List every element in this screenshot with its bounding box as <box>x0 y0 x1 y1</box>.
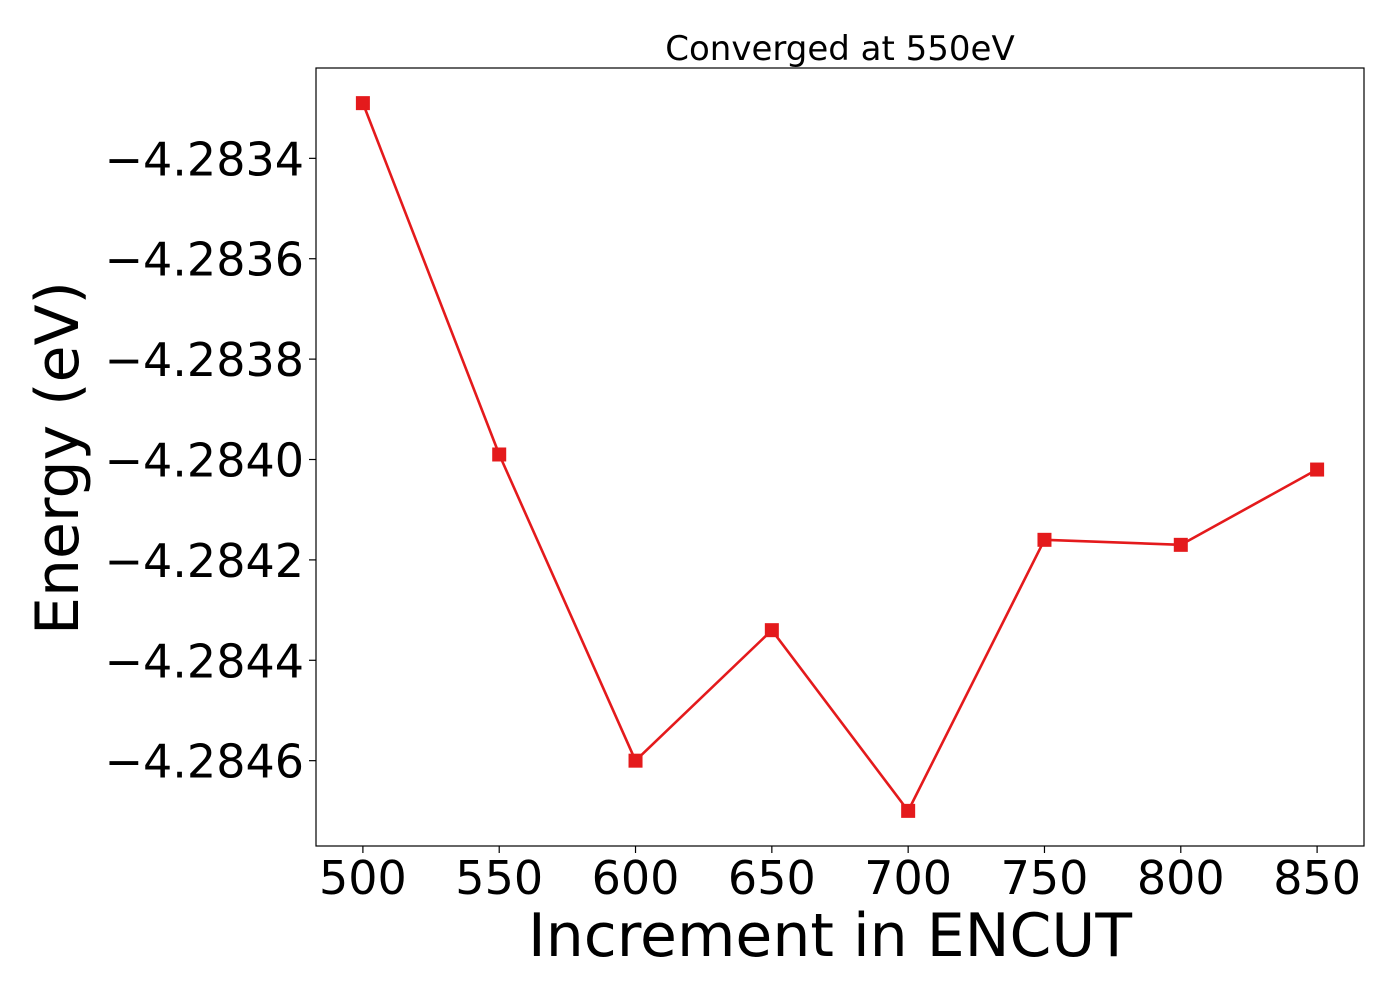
y-tick-label: −4.2846 <box>105 735 305 789</box>
data-point-marker <box>1310 462 1325 477</box>
y-tick-label: −4.2844 <box>105 634 305 688</box>
data-point-marker <box>492 447 507 462</box>
data-point-marker <box>1037 532 1052 547</box>
data-point-marker <box>764 623 779 638</box>
series-layer <box>355 96 1325 818</box>
x-tick-label: 800 <box>1137 851 1225 905</box>
y-axis: −4.2846 −4.2844 −4.2842 −4.2840 −4.2838 −4.28… <box>105 132 316 789</box>
y-tick-label: −4.2840 <box>105 434 305 488</box>
x-tick-label: 750 <box>1001 851 1089 905</box>
data-point-marker <box>628 753 643 768</box>
x-tick-label: 500 <box>319 851 407 905</box>
x-axis-label: Increment in ENCUT <box>528 901 1132 971</box>
data-point-marker <box>1173 537 1188 552</box>
series-line <box>361 102 1318 813</box>
y-tick-label: −4.2838 <box>105 333 305 387</box>
plot-frame <box>315 67 1365 847</box>
y-tick-label: −4.2836 <box>105 233 305 287</box>
x-tick-label: 700 <box>864 851 952 905</box>
data-point-marker <box>355 96 370 111</box>
y-tick-label: −4.2842 <box>105 534 305 588</box>
data-point-marker <box>901 803 916 818</box>
chart-title: Converged at 550eV <box>665 29 1014 69</box>
x-axis: 500 550 600 650 700 750 800 850 <box>319 846 1361 905</box>
x-tick-label: 550 <box>455 851 543 905</box>
x-tick-label: 600 <box>592 851 680 905</box>
x-tick-label: 850 <box>1273 851 1361 905</box>
y-tick-label: −4.2834 <box>105 132 305 186</box>
y-axis-label: Energy (eV) <box>23 281 93 635</box>
x-tick-label: 650 <box>728 851 816 905</box>
